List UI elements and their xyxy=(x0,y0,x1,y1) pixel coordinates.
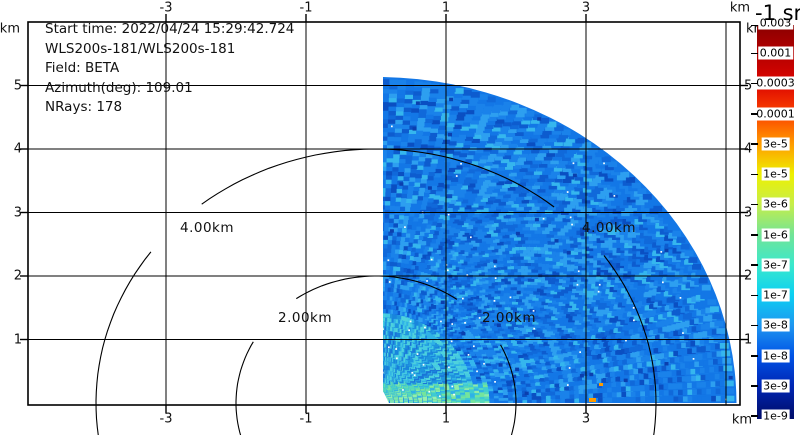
y-tick-right: 1 xyxy=(744,332,753,347)
colorbar-tick-mark xyxy=(751,324,758,327)
colorbar-tick-label: 0.001 xyxy=(757,46,794,60)
colorbar-tick-label: 1e-9 xyxy=(761,409,790,423)
colorbar-tick-mark xyxy=(751,82,758,85)
x-tick-top: -3 xyxy=(159,0,173,16)
colorbar-tick-mark xyxy=(751,385,758,387)
y-tick-right: 3 xyxy=(744,205,753,220)
info-nrays: NRays: 178 xyxy=(45,99,123,116)
plot-border xyxy=(27,21,741,406)
range-rings xyxy=(95,148,657,435)
y-tick-right: 2 xyxy=(744,268,753,284)
colorbar-tick-mark xyxy=(751,52,758,55)
x-tick-top: 3 xyxy=(581,0,591,16)
colorbar-tick-label: 3e-5 xyxy=(761,137,790,151)
colorbar-tick-label: 1e-5 xyxy=(761,167,790,181)
colorbar-tick-mark xyxy=(751,234,758,236)
colorbar-tick-label: 0.003 xyxy=(757,16,794,30)
y-tick-right: 4 xyxy=(744,141,753,157)
y-tick-right: 5 xyxy=(744,78,753,93)
colorbar-tick-mark xyxy=(751,294,758,297)
range-ring-label: 2.00km xyxy=(482,310,537,326)
colorbar-unit-label: -1 sr xyxy=(755,1,800,25)
colorbar-tick-mark xyxy=(751,113,758,115)
x-axis-unit-top: km xyxy=(729,0,751,16)
info-azimuth: Azimuth(deg): 109.01 xyxy=(45,79,193,96)
range-ring-label: 4.00km xyxy=(180,220,235,236)
colorbar-tick-mark xyxy=(751,143,758,145)
y-tick-left: 2 xyxy=(13,268,22,284)
y-axis-unit-left: km xyxy=(0,21,20,37)
y-tick-left: 5 xyxy=(13,78,22,93)
colorbar-tick-mark xyxy=(751,264,758,266)
range-ring-label: 4.00km xyxy=(582,220,637,236)
colorbar-tick-label: 1e-6 xyxy=(761,228,790,242)
colorbar-tick-mark xyxy=(751,203,758,206)
colorbar-tick-mark xyxy=(751,173,758,176)
scan-data-wedge xyxy=(383,76,737,403)
tick-marks xyxy=(20,14,748,413)
x-tick-top: -1 xyxy=(299,0,313,16)
range-ring-label: 2.00km xyxy=(278,310,333,326)
x-tick-top: 1 xyxy=(441,0,451,16)
colorbar-tick-label: 0.0003 xyxy=(754,76,797,90)
colorbar-tick-mark xyxy=(751,355,758,357)
x-tick-bottom: 1 xyxy=(441,411,451,427)
colorbar-tick-label: 3e-8 xyxy=(761,318,790,332)
x-axis-unit-bottom: km xyxy=(731,412,753,428)
info-start-time: Start time: 2022/04/24 15:29:42.724 xyxy=(45,21,295,37)
colorbar-tick-label: 1e-7 xyxy=(761,288,790,302)
y-tick-left: 3 xyxy=(13,205,22,220)
x-tick-bottom: -3 xyxy=(159,411,173,427)
info-field: Field: BETA xyxy=(45,60,120,77)
info-system-name: WLS200s-181/WLS200s-181 xyxy=(45,40,236,57)
y-tick-left: 1 xyxy=(13,332,22,347)
scan-info-box: Start time: 2022/04/24 15:29:42.724 WLS2… xyxy=(45,20,294,118)
colorbar-tick-label: 3e-7 xyxy=(761,258,790,272)
colorbar-tick-label: 3e-9 xyxy=(761,379,790,393)
x-tick-bottom: -1 xyxy=(299,411,313,427)
colorbar-tick-mark xyxy=(751,24,758,26)
y-tick-left: 4 xyxy=(13,141,22,157)
colorbar-tick-label: 0.0001 xyxy=(754,107,797,121)
colorbar-tick-label: 1e-8 xyxy=(761,349,790,363)
colorbar-tick-label: 3e-6 xyxy=(761,197,790,211)
x-tick-bottom: 3 xyxy=(581,411,591,427)
colorbar-tick-mark xyxy=(751,415,758,417)
